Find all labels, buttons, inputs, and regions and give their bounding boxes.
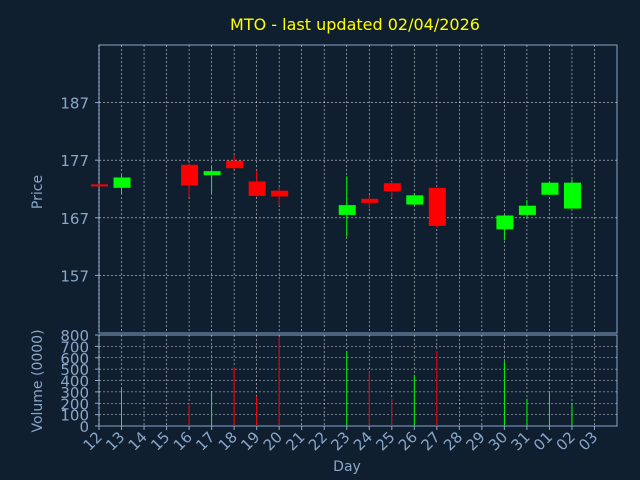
price-axis-label: Price xyxy=(30,175,46,209)
volume-tick-label: 300 xyxy=(60,384,89,402)
price-tick-label: 167 xyxy=(60,210,89,228)
volume-tick-label: 200 xyxy=(60,395,89,413)
candle-body xyxy=(361,198,379,203)
volume-tick-label: 700 xyxy=(60,338,89,356)
x-axis-label: Day xyxy=(333,459,361,475)
price-panel: 157 167 177 187 xyxy=(60,44,618,334)
volume-tick-label: 600 xyxy=(60,350,89,368)
volume-panel: 0100200300400500600700800121314151617181… xyxy=(60,327,618,454)
volume-tick-label: 100 xyxy=(60,407,89,425)
candle-body xyxy=(406,195,424,205)
candle-body xyxy=(181,164,199,186)
candle-body xyxy=(563,182,581,209)
candle-body xyxy=(338,205,356,215)
candle-body xyxy=(226,160,244,169)
candle-body xyxy=(271,190,289,197)
volume-tick-label: 400 xyxy=(60,373,89,391)
volume-tick-label: 0 xyxy=(79,418,89,436)
price-tick-label: 187 xyxy=(60,95,89,113)
chart-title: MTO - last updated 02/04/2026 xyxy=(230,15,480,34)
candle-body xyxy=(496,215,514,230)
volume-tick-label: 500 xyxy=(60,361,89,379)
volume-axis-label: Volume (0000) xyxy=(30,329,46,432)
candle-body xyxy=(428,187,446,226)
candle-body xyxy=(541,182,559,195)
candle-body xyxy=(248,181,266,196)
volume-tick-label: 800 xyxy=(60,327,89,345)
candle-body xyxy=(383,183,401,192)
price-plot-frame xyxy=(98,44,618,334)
candle-body xyxy=(518,205,536,215)
candle-body xyxy=(203,171,221,176)
price-tick-label: 157 xyxy=(60,267,89,285)
x-tick-label: 03 xyxy=(575,428,601,454)
price-tick-label: 177 xyxy=(60,152,89,170)
candle-body xyxy=(91,184,108,187)
candle-body xyxy=(113,177,131,188)
